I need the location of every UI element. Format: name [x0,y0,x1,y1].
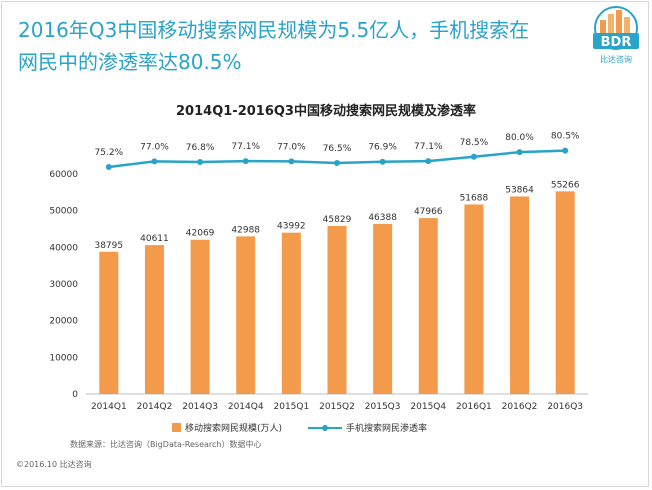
bar-value-label: 46388 [368,213,397,223]
chart-canvas: 0 10000 20000 30000 40000 50000 60000 38795 2014… [49,132,588,412]
penetration-label: 77.1% [231,142,260,152]
bar-value-label: 38795 [94,241,123,251]
penetration-label: 77.0% [140,142,169,152]
logo-bar-4 [624,17,630,34]
legend-item-line: 手机搜索网民渗透率 [308,421,427,434]
y-tick-label: 0 [72,390,78,400]
bar [236,236,256,394]
bar-value-label: 53864 [505,185,534,195]
legend-label-line: 手机搜索网民渗透率 [346,424,428,434]
bar [418,218,438,394]
bar-value-label: 42069 [186,229,215,239]
legend-swatch-bar [172,423,181,432]
penetration-label: 77.0% [277,142,306,152]
x-tick-label: 2016Q1 [456,402,492,412]
legend-item-bar: 移动搜索网民规模(万人) [172,421,282,434]
chart-legend: 移动搜索网民规模(万人) 手机搜索网民渗透率 [172,421,453,434]
bar-value-label: 47966 [414,207,443,217]
logo-text-box [593,33,639,49]
penetration-point [425,158,432,165]
bar [510,196,530,394]
bar [327,225,347,394]
copyright: ©2016.10 比达咨询 [16,460,92,469]
bdr-logo: BDR 比达咨询 [593,6,639,64]
chart-title: 2014Q1-2016Q3中国移动搜索网民规模及渗透率 [176,104,476,119]
bar [373,223,393,394]
penetration-label: 76.9% [368,143,397,153]
y-tick-label: 40000 [49,243,78,253]
penetration-point [288,158,295,165]
bar-value-label: 45829 [323,215,352,225]
bar-value-label: 40611 [140,234,169,244]
bar-value-label: 43992 [277,222,306,232]
penetration-point [516,149,523,156]
logo-subtext: 比达咨询 [600,54,632,64]
headline-line-1: 2016年Q3中国移动搜索网民规模为5.5亿人，手机搜索在 [18,18,530,42]
penetration-point [151,158,158,165]
penetration-point [470,153,477,160]
x-tick-label: 2014Q2 [137,402,173,412]
penetration-label: 78.5% [460,138,489,148]
y-tick-label: 10000 [49,353,78,363]
bar-value-label: 42988 [231,225,260,235]
y-tick-label: 60000 [49,170,78,180]
logo-bar-1 [600,20,606,34]
x-tick-label: 2016Q2 [502,402,538,412]
penetration-point [334,159,340,166]
penetration-point [105,164,112,170]
penetration-label: 80.5% [551,132,580,142]
x-tick-label: 2015Q1 [274,402,310,412]
penetration-label: 77.1% [414,142,443,152]
legend-swatch-line [308,424,343,431]
logo-bar-3 [616,10,622,34]
bar [144,245,164,394]
legend-label-bar: 移动搜索网民规模(万人) [185,424,283,434]
penetration-label: 75.2% [95,148,124,158]
penetration-point [379,158,386,165]
logo-bar-2 [608,14,614,34]
y-tick-label: 20000 [49,317,78,327]
x-tick-label: 2014Q1 [91,402,127,412]
x-tick-label: 2016Q3 [547,402,583,412]
y-tick-label: 30000 [49,280,78,290]
x-tick-label: 2014Q3 [182,402,218,412]
headline-line-2: 网民中的渗透率达80.5% [18,50,242,74]
x-tick-label: 2015Q4 [410,402,446,412]
bar [464,204,484,394]
headline: 2016年Q3中国移动搜索网民规模为5.5亿人，手机搜索在 网民中的渗透率达80… [18,14,558,78]
penetration-point [562,147,569,154]
data-source: 数据来源：比达咨询（BigData-Research）数据中心 [70,440,262,449]
x-tick-label: 2014Q4 [228,402,264,412]
penetration-point [242,158,249,165]
penetration-label: 76.5% [323,144,352,154]
y-tick-label: 50000 [49,207,78,217]
x-tick-label: 2015Q3 [365,402,401,412]
logo-text: BDR [601,35,632,50]
penetration-point [197,159,204,166]
bar [281,232,301,394]
bar-value-label: 55266 [551,180,580,190]
bar [190,239,210,394]
bar [555,191,575,394]
x-tick-label: 2015Q2 [319,402,355,412]
bar-value-label: 51688 [460,193,489,203]
penetration-label: 80.0% [505,133,534,143]
penetration-label: 76.8% [186,143,215,153]
bar [99,251,119,394]
